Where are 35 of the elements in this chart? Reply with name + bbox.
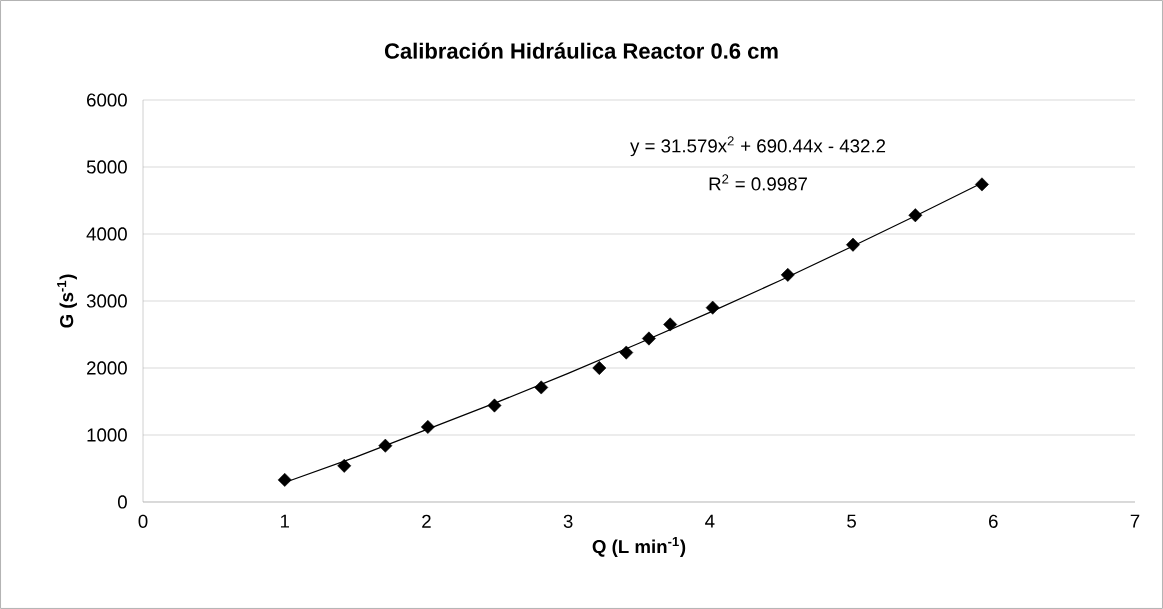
x-tick-label: 4 [705, 514, 715, 528]
y-tick-label: 4000 [86, 227, 127, 241]
point [642, 331, 656, 346]
point [619, 345, 634, 360]
point [908, 208, 923, 223]
point [592, 361, 607, 375]
point [975, 177, 989, 192]
x-tick-label: 1 [280, 514, 289, 528]
annotation: R$^{2}$ = 0.9987 [709, 174, 807, 191]
x-tick-label: 0 [138, 514, 148, 528]
chart-title: Calibración Hidráulica Reactor 0.6 cm [384, 42, 778, 59]
x-tick-label: 5 [847, 514, 856, 528]
point [487, 398, 502, 413]
x-tick-label: 3 [563, 514, 573, 528]
y-tick-label: 3000 [86, 294, 127, 308]
point [420, 420, 435, 434]
x-axis-title: Q (L min$^{-1}$) [592, 537, 686, 557]
y-tick-label: 6000 [87, 93, 127, 107]
point [277, 472, 292, 487]
point [705, 300, 720, 315]
y-tick-label: 0 [117, 495, 127, 509]
x-tick-label: 2 [422, 514, 431, 528]
point [663, 317, 678, 332]
point [534, 380, 549, 395]
y-axis-title: G (s$^{-1}$) [57, 274, 77, 328]
y-tick-label: 2000 [87, 361, 127, 375]
y-tick-label: 1000 [87, 428, 127, 442]
point [337, 458, 352, 473]
point [378, 438, 393, 453]
point [846, 237, 860, 252]
annotation: y = 31.579x$^{2}$ + 690.44x - 432.2 [630, 136, 886, 157]
x-tick-label: 6 [989, 514, 998, 528]
x-tick-label: 7 [1130, 514, 1140, 528]
y-tick-label: 5000 [86, 160, 127, 174]
point [780, 267, 795, 282]
